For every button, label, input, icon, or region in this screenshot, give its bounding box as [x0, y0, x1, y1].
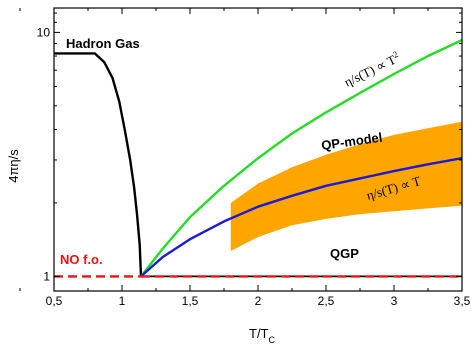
x-tick-label: 1 [119, 294, 126, 308]
x-tick-label: 2,5 [318, 294, 335, 308]
x-tick-label: 3 [391, 294, 398, 308]
no-fo-label: NO f.o. [60, 252, 103, 267]
series-line-hadron [54, 52, 143, 277]
hadron-gas-label: Hadron Gas [66, 36, 140, 51]
qp-model-band-layer [230, 121, 462, 251]
x-axis-title: T/TC [249, 326, 276, 345]
series-lines-layer [54, 39, 462, 278]
ticks-layer: 0,5 1 1,5 2 2,5 3 3,5 1 10 [19, 8, 471, 308]
y-tick-label: 10 [37, 25, 51, 39]
y-tick-label: 1 [43, 269, 50, 283]
series-line-blue [140, 157, 462, 278]
qp-model-band [230, 121, 462, 251]
eta-t2-label: η/s(T) ∝ T2 [341, 49, 402, 90]
x-tick-label: 2 [255, 294, 262, 308]
series-line-green [140, 39, 462, 278]
x-tick-label: 1,5 [182, 294, 199, 308]
x-tick-label: 3,5 [454, 294, 471, 308]
y-axis-title: 4πη/s [6, 149, 21, 183]
qgp-label: QGP [330, 246, 359, 261]
x-tick-label: 0,5 [46, 294, 63, 308]
